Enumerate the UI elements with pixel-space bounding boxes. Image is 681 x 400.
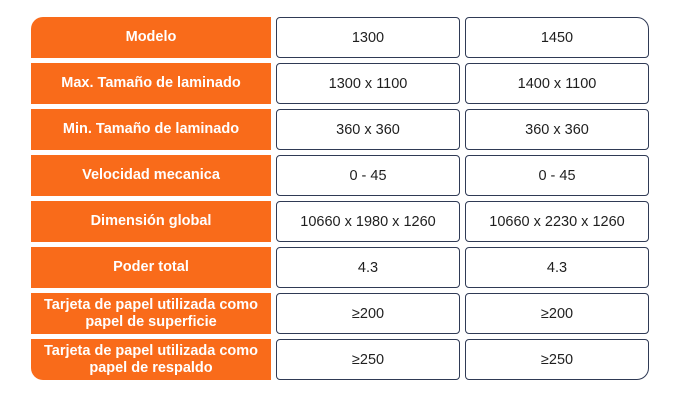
row-label: Dimensión global	[31, 201, 271, 242]
row-label: Modelo	[31, 17, 271, 58]
row-label: Tarjeta de papel utilizada como papel de…	[31, 293, 271, 334]
value-model-1300: 360 x 360	[276, 109, 460, 150]
value-model-1300: ≥200	[276, 293, 460, 334]
value-model-1300: 1300 x 1100	[276, 63, 460, 104]
value-model-1450: 360 x 360	[465, 109, 649, 150]
spec-table: Modelo 1300 1450 Max. Tamaño de laminado…	[31, 17, 649, 380]
value-model-1300: 10660 x 1980 x 1260	[276, 201, 460, 242]
value-model-1450: 4.3	[465, 247, 649, 288]
row-label: Max. Tamaño de laminado	[31, 63, 271, 104]
value-model-1450: 1450	[465, 17, 649, 58]
row-label: Velocidad mecanica	[31, 155, 271, 196]
value-model-1450: 10660 x 2230 x 1260	[465, 201, 649, 242]
value-model-1300: ≥250	[276, 339, 460, 380]
value-model-1450: 1400 x 1100	[465, 63, 649, 104]
value-model-1450: ≥200	[465, 293, 649, 334]
value-model-1300: 1300	[276, 17, 460, 58]
value-model-1450: ≥250	[465, 339, 649, 380]
row-label: Tarjeta de papel utilizada como papel de…	[31, 339, 271, 380]
value-model-1300: 0 - 45	[276, 155, 460, 196]
row-label: Poder total	[31, 247, 271, 288]
value-model-1450: 0 - 45	[465, 155, 649, 196]
value-model-1300: 4.3	[276, 247, 460, 288]
row-label: Min. Tamaño de laminado	[31, 109, 271, 150]
